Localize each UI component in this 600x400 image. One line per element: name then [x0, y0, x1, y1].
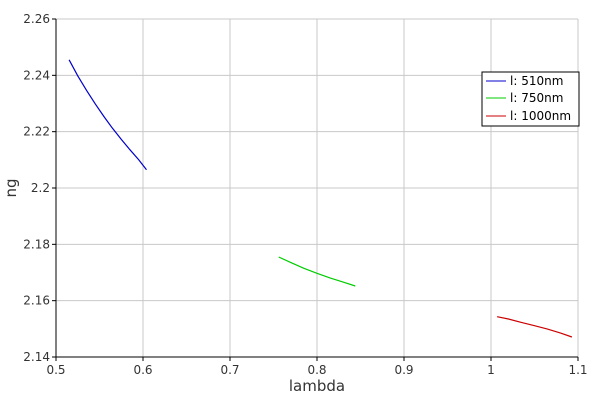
x-tick-label: 0.5: [46, 363, 65, 377]
x-axis-label: lambda: [289, 377, 345, 395]
legend-label-510nm: l: 510nm: [510, 74, 563, 88]
legend-label-1000nm: l: 1000nm: [510, 109, 571, 123]
series-line-2: [496, 316, 573, 338]
x-tick-label: 0.7: [220, 363, 239, 377]
x-tick-label: 1.1: [568, 363, 587, 377]
series-line-1: [278, 256, 356, 287]
y-tick-label: 2.16: [23, 294, 50, 308]
x-tick-label: 1: [487, 363, 495, 377]
y-tick-labels: 2.14 2.16 2.18 2.2 2.22 2.24 2.26: [23, 12, 56, 364]
legend: l: 510nm l: 750nm l: 1000nm: [481, 71, 580, 127]
x-tick-label: 0.6: [133, 363, 152, 377]
grid: [56, 18, 579, 357]
series-line-0: [68, 59, 147, 171]
legend-entry-1000nm: l: 1000nm: [486, 109, 571, 123]
y-tick-label: 2.24: [23, 68, 50, 82]
y-axis-label: ng: [2, 178, 20, 197]
y-tick-label: 2.14: [23, 350, 50, 364]
x-tick-label: 0.9: [394, 363, 413, 377]
y-tick-label: 2.26: [23, 12, 50, 26]
series-lines: [68, 59, 573, 338]
x-tick-labels: 0.5 0.6 0.7 0.8 0.9 1 1.1: [46, 357, 588, 377]
x-tick-label: 0.8: [307, 363, 326, 377]
legend-label-750nm: l: 750nm: [510, 91, 563, 105]
y-tick-label: 2.2: [31, 181, 50, 195]
legend-entry-510nm: l: 510nm: [486, 74, 563, 88]
y-tick-label: 2.22: [23, 125, 50, 139]
y-tick-label: 2.18: [23, 237, 50, 251]
legend-entry-750nm: l: 750nm: [486, 91, 563, 105]
